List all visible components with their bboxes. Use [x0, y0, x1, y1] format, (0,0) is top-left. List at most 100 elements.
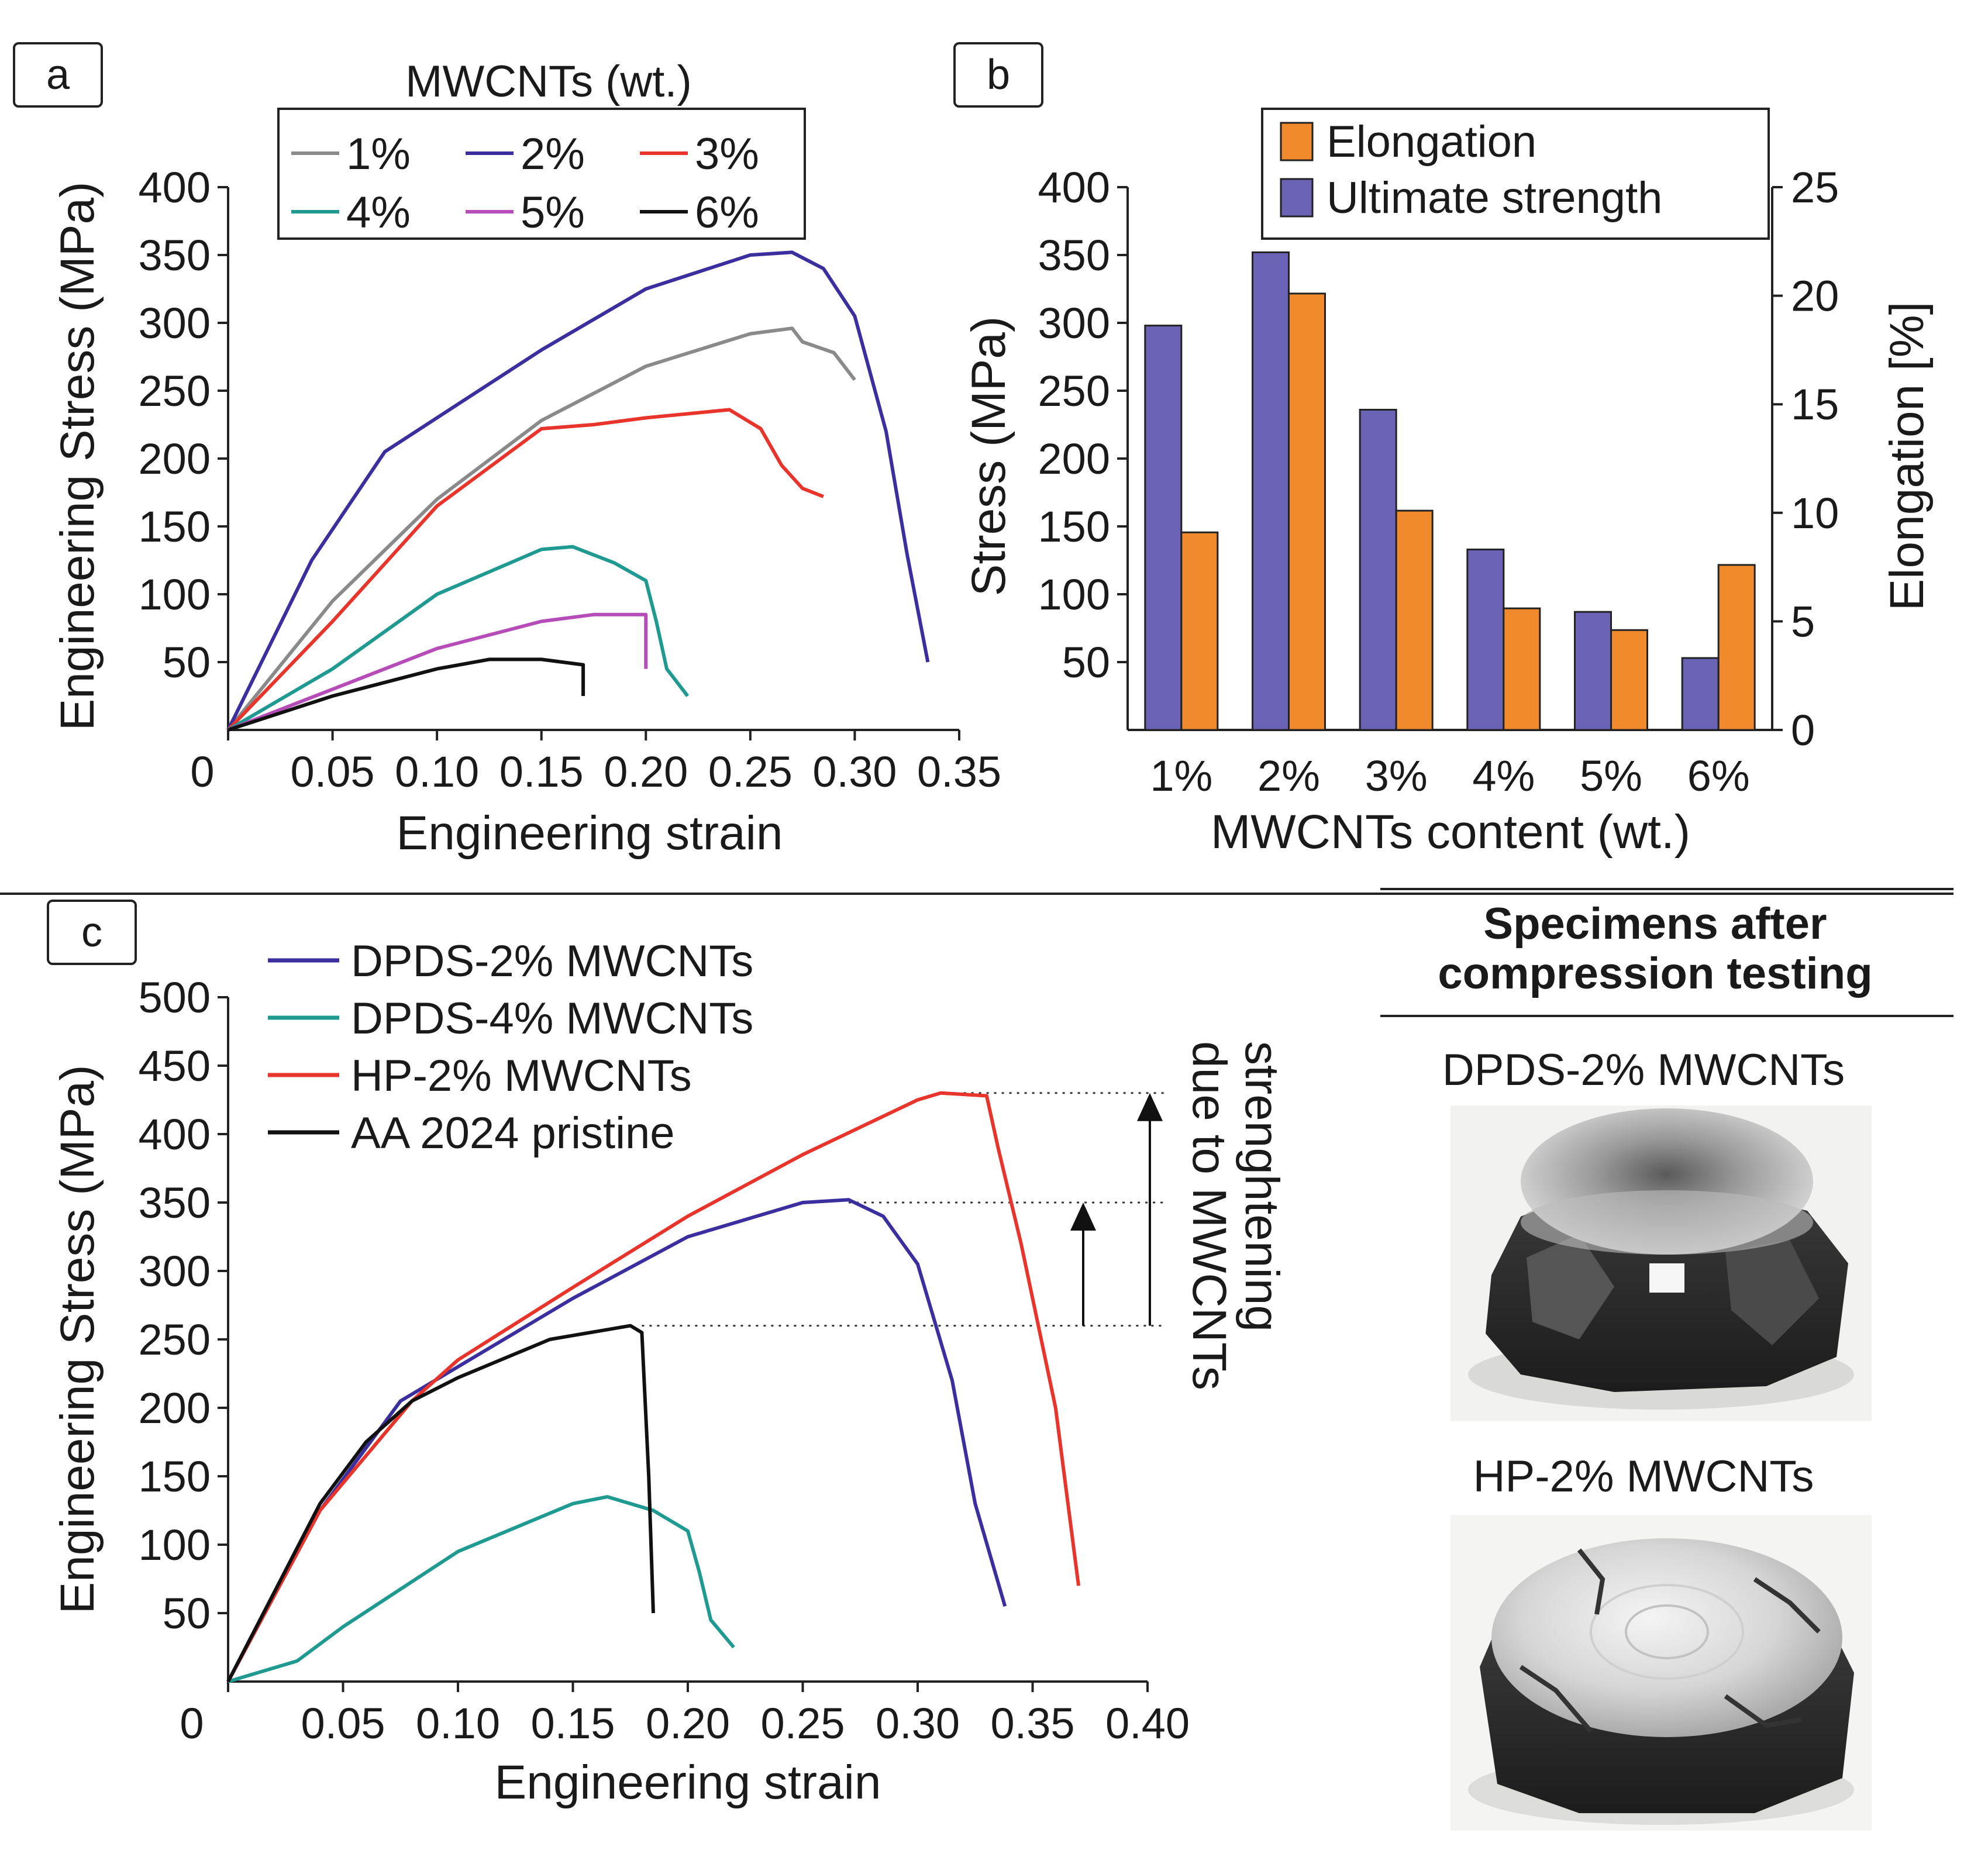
panel-c-strengthening-guides [642, 1092, 1164, 1327]
series-line-aa-2024-pristine [226, 1324, 655, 1683]
photos-title-line2: compression testing [1438, 949, 1872, 998]
x-tick-label: 0.25 [708, 747, 793, 796]
panel-b-y2-label: Elongation [%] [1880, 302, 1934, 611]
y-tick-label: 400 [139, 1110, 211, 1159]
panel-c-y-label: Engineering Stress (MPa) [51, 1065, 104, 1614]
panel-a-label-box [13, 42, 103, 108]
x-tick-label: 0.15 [499, 747, 584, 796]
bar-strength-6pct [1681, 657, 1720, 731]
x-tick-label: 0.20 [604, 747, 688, 796]
panel-b-axes [1126, 187, 1773, 731]
x-tick-label: 0.40 [1105, 1699, 1190, 1748]
series-line-dpds-4-mwcnts [228, 1495, 735, 1683]
x-tick-label: 0.30 [876, 1699, 960, 1748]
bar-elongation-3pct [1395, 509, 1434, 731]
specimen-photos: Specimens after compression testing DPDS… [1380, 888, 1953, 1831]
panel-c-label-box [47, 900, 137, 965]
y-tick-label: 300 [139, 1247, 211, 1296]
photos-title-line1: Specimens after [1483, 899, 1827, 949]
panel-a-series [226, 250, 930, 732]
panel-a-legend-title: MWCNTs (wt.) [405, 57, 692, 106]
annotation-line-2: due to MWCNTs [1183, 1041, 1236, 1390]
bar-elongation-5pct [1610, 629, 1648, 731]
y-tick-label: 50 [1062, 638, 1110, 687]
series-line-dpds-2-mwcnts [226, 1198, 1007, 1683]
x-tick-label: 0 [190, 747, 214, 796]
y-tick-label: 350 [1038, 231, 1110, 280]
panel-c-label: c [81, 909, 102, 956]
x-tick-label: 5% [1580, 752, 1642, 800]
legend-label-dpds-4-mwcnts: DPDS-4% MWCNTs [351, 994, 753, 1043]
series-line-5pct [227, 612, 648, 732]
legend-label-1pct: 1% [346, 129, 411, 179]
x-tick-label: 0.35 [917, 747, 1001, 796]
x-tick-label: 4% [1472, 752, 1535, 800]
legend-swatch-strength [1280, 178, 1314, 218]
legend-label-aa-2024-pristine: AA 2024 pristine [351, 1108, 675, 1158]
panel-c: c 50 100 150 200 250 300 350 400 450 500 0 0.05 0.1… [47, 900, 1288, 1809]
panel-b-legend-item-elongation: Elongation [1280, 117, 1536, 167]
x-tick-label: 1% [1150, 752, 1212, 800]
series-line-4pct [227, 545, 690, 732]
panel-a-x-ticks: 0 0.05 0.10 0.15 0.20 0.25 0.30 0.35 [190, 730, 1001, 796]
legend-label-strength: Ultimate strength [1327, 173, 1662, 223]
y-tick-label: 50 [163, 1589, 211, 1638]
x-tick-label: 0.30 [812, 747, 897, 796]
y2-tick-label: 20 [1791, 272, 1839, 321]
panel-a-x-label: Engineering strain [397, 807, 783, 860]
x-tick-label: 0.05 [301, 1699, 385, 1748]
y-tick-label: 200 [139, 1384, 211, 1432]
x-tick-label: 3% [1365, 752, 1428, 800]
photo-label-bottom: HP-2% MWCNTs [1473, 1452, 1814, 1501]
bar-strength-3pct [1359, 408, 1397, 731]
panel-b-legend-item-strength: Ultimate strength [1280, 173, 1662, 223]
panel-b-legend [1261, 108, 1770, 240]
series-line-1pct [226, 326, 856, 731]
bar-strength-4pct [1466, 548, 1505, 731]
panel-b-label-box [953, 42, 1043, 108]
bar-elongation-2pct [1288, 292, 1326, 731]
panel-b-bars [1144, 251, 1756, 731]
arrow-head-430 [1137, 1093, 1163, 1121]
panel-a-axes [227, 187, 959, 731]
panel-b: b 50 100 150 200 250 300 350 400 0 5 10 15 20 25 1% 2… [953, 42, 1934, 859]
bar-strength-2pct [1252, 251, 1290, 731]
panel-b-y2-ticks: 0 5 10 15 20 25 [1772, 163, 1839, 755]
legend-label-4pct: 4% [346, 188, 411, 237]
series-line-6pct [228, 657, 585, 732]
panel-b-x-ticks: 1% 2% 3% 4% 5% 6% [1150, 752, 1749, 800]
panel-b-label: b [987, 51, 1010, 98]
y2-tick-label: 0 [1791, 706, 1815, 755]
y-tick-label: 400 [1038, 163, 1110, 212]
panel-c-y-ticks: 50 100 150 200 250 300 350 400 450 500 [139, 973, 228, 1638]
bar-elongation-4pct [1503, 607, 1541, 731]
x-tick-label: 2% [1257, 752, 1320, 800]
y-tick-label: 500 [139, 973, 211, 1022]
bar-elongation-6pct [1717, 564, 1756, 731]
y-tick-label: 150 [139, 1452, 211, 1501]
x-tick-label: 0.35 [990, 1699, 1074, 1748]
legend-label-6pct: 6% [695, 188, 759, 237]
y-tick-label: 300 [139, 299, 211, 347]
legend-label-elongation: Elongation [1327, 117, 1536, 167]
y2-tick-label: 25 [1791, 163, 1839, 212]
x-tick-label: 0.25 [760, 1699, 845, 1748]
y-tick-label: 100 [139, 570, 211, 619]
y2-tick-label: 10 [1791, 489, 1839, 538]
specimen-photo-dpds [1450, 1105, 1872, 1421]
y-tick-label: 100 [139, 1521, 211, 1569]
bar-strength-1pct [1144, 325, 1183, 731]
legend-label-3pct: 3% [695, 129, 759, 179]
panel-a-y-ticks: 50 100 150 200 250 300 350 400 [139, 163, 228, 687]
y-tick-label: 350 [139, 1179, 211, 1227]
x-tick-label: 6% [1687, 752, 1750, 800]
x-tick-label: 0.20 [646, 1699, 730, 1748]
panel-a-legend-items: 1% 2% 3% 4% 5% 6% [291, 129, 759, 237]
panel-b-y-label: Stress (MPa) [962, 316, 1015, 596]
panel-a-label: a [46, 51, 70, 98]
bar-elongation-1pct [1180, 531, 1219, 731]
y2-tick-label: 15 [1791, 380, 1839, 429]
y-tick-label: 100 [1038, 570, 1110, 619]
